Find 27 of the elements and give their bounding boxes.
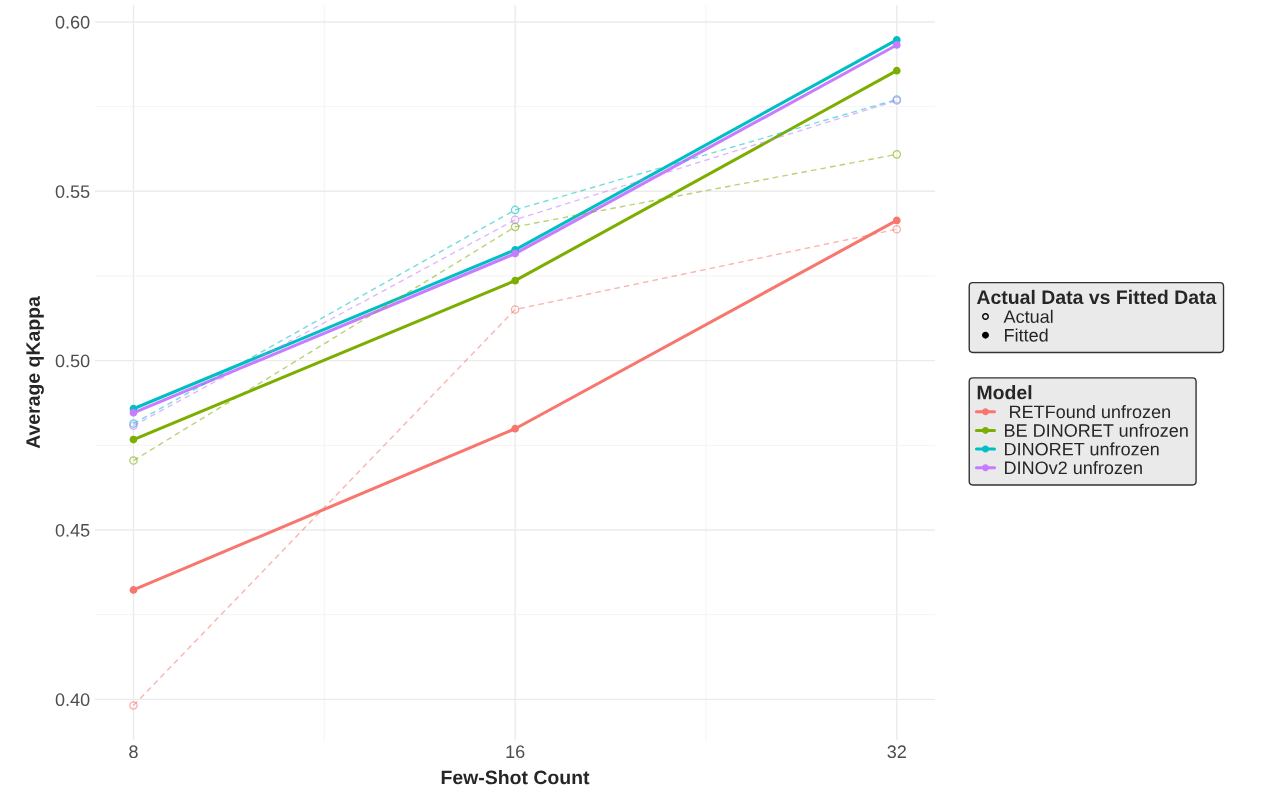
point [892, 216, 901, 225]
x-tick-label: 16 [506, 745, 525, 759]
x-tick-label: 8 [129, 745, 138, 759]
legend-title: Model [977, 385, 1032, 400]
x-axis-title: Few-Shot Count [441, 770, 590, 785]
text: Actual Data vs Fitted Data [976, 289, 1217, 305]
point [511, 424, 520, 433]
y-tick-label: 0.55 [55, 185, 90, 199]
point [129, 435, 138, 444]
point [511, 276, 520, 285]
y-axis-title: Average qKappa [26, 296, 44, 449]
legend-label: BE DINORET unfrozen [1005, 423, 1188, 437]
y-tick-label: 0.60 [55, 15, 90, 29]
y-tick-label: 0.50 [55, 354, 90, 368]
point [511, 249, 520, 258]
legend-label: DINOv2 unfrozen [1005, 460, 1142, 475]
x-tick-label: 32 [887, 745, 906, 759]
text: Actual [1003, 309, 1053, 324]
text: Fitted [1005, 328, 1048, 342]
point [892, 41, 901, 49]
y-tick-label: 0.40 [55, 693, 90, 707]
y-tick-label: 0.45 [55, 523, 90, 537]
point [129, 586, 138, 594]
point [892, 66, 901, 75]
legend-label: DINORET unfrozen [1005, 442, 1159, 456]
legend-label: RETFound unfrozen [1010, 405, 1170, 419]
point [129, 408, 138, 417]
